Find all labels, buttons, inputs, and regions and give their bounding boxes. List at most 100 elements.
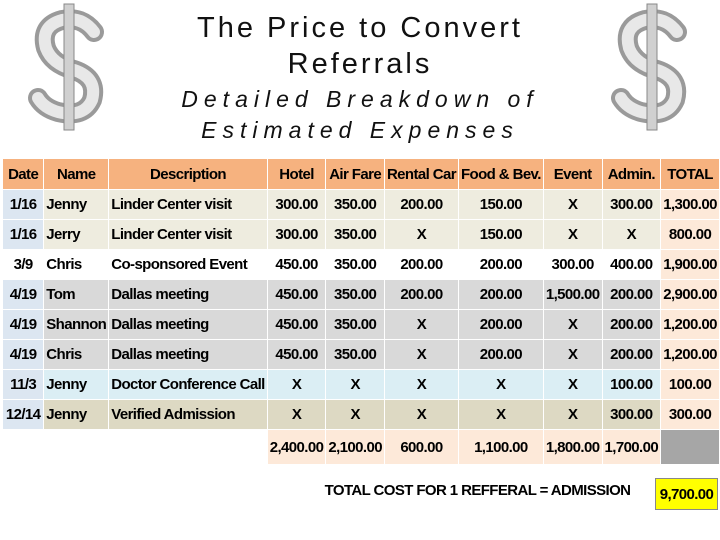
table-cell: 450.00: [266, 249, 327, 280]
header-cell: Admin.: [601, 158, 662, 190]
table-cell: Dallas meeting: [108, 339, 268, 370]
table-cell: 300.00: [542, 249, 603, 280]
table-cell: Chris: [43, 249, 110, 280]
column-total: 1,100.00: [457, 429, 544, 465]
table-cell: 300.00: [601, 399, 662, 430]
table-cell: X: [457, 369, 544, 400]
dollar-icon: [611, 3, 687, 131]
data-row: 1/16 Jerry Linder Center visit 300.00 350.00…: [1, 219, 720, 250]
header-cell: Date: [1, 158, 45, 190]
table-cell: 200.00: [457, 249, 544, 280]
table-cell: X: [601, 219, 662, 250]
table-cell: 200.00: [383, 249, 459, 280]
column-total: 1,700.00: [601, 429, 662, 465]
column-total: 2,400.00: [266, 429, 327, 465]
table-cell: 800.00: [660, 219, 720, 250]
table-cell: Co-sponsored Event: [108, 249, 268, 280]
table-cell: X: [383, 339, 459, 370]
data-row: 1/16 Jenny Linder Center visit 300.00 350.00…: [1, 189, 720, 220]
table-cell: 1/16: [1, 189, 45, 220]
expense-table: Date Name Description Hotel Air Fare Rental C…: [1, 158, 720, 465]
table-cell: X: [266, 369, 327, 400]
table-cell: 300.00: [266, 219, 327, 250]
table-cell: 450.00: [266, 309, 327, 340]
table-cell: Verified Admission: [108, 399, 268, 430]
table-cell: 200.00: [457, 309, 544, 340]
table-cell: 200.00: [457, 279, 544, 310]
header-cell: Hotel: [266, 158, 327, 190]
table-cell: X: [383, 369, 459, 400]
table-cell: 350.00: [325, 279, 385, 310]
table-cell: Tom: [43, 279, 110, 310]
table-cell: X: [542, 219, 603, 250]
header-cell: TOTAL: [660, 158, 720, 190]
table-cell: 4/19: [1, 279, 45, 310]
table-cell: Dallas meeting: [108, 309, 268, 340]
table-cell: Shannon: [43, 309, 110, 340]
table-cell: 200.00: [601, 339, 662, 370]
table-cell: 100.00: [660, 369, 720, 400]
table-cell: Jenny: [43, 369, 110, 400]
table-cell: 350.00: [325, 219, 385, 250]
grand-total: 9,700.00: [655, 478, 718, 510]
table-cell: 200.00: [601, 309, 662, 340]
subtitle: Detailed Breakdown of Estimated Expenses: [181, 86, 539, 143]
table-cell: Jenny: [43, 189, 110, 220]
header-row: Date Name Description Hotel Air Fare Rental C…: [1, 158, 720, 190]
table-cell: 1,200.00: [660, 339, 720, 370]
table-cell: 350.00: [325, 189, 385, 220]
table-cell: 4/19: [1, 309, 45, 340]
title: The Price to Convert Referrals: [197, 12, 523, 80]
header-cell: Event: [542, 158, 603, 190]
table-cell: X: [457, 399, 544, 430]
table-cell: 200.00: [457, 339, 544, 370]
table-cell: Doctor Conference Call: [108, 369, 268, 400]
table-cell: 450.00: [266, 339, 327, 370]
table-cell: 350.00: [325, 309, 385, 340]
data-row: 11/3 Jenny Doctor Conference Call X X X X X 100.…: [1, 369, 720, 400]
table-cell: 350.00: [325, 339, 385, 370]
table-cell: Linder Center visit: [108, 189, 268, 220]
table-cell: X: [542, 189, 603, 220]
table-cell: 4/19: [1, 339, 45, 370]
dollar-icon: [28, 3, 104, 131]
table-cell: X: [383, 219, 459, 250]
table-cell: 150.00: [457, 189, 544, 220]
table-cell: Jenny: [43, 399, 110, 430]
column-total: 600.00: [383, 429, 459, 465]
table-cell: X: [383, 309, 459, 340]
table-cell: X: [542, 339, 603, 370]
header-cell: Air Fare: [325, 158, 385, 190]
table-cell: 300.00: [660, 399, 720, 430]
table-cell: 1,900.00: [660, 249, 720, 280]
table-cell: 1,500.00: [542, 279, 603, 310]
grand-total-label: TOTAL COST FOR 1 REFFERAL = ADMISSION: [324, 482, 631, 499]
empty-cell: [43, 429, 110, 465]
table-cell: 300.00: [266, 189, 327, 220]
table-cell: Chris: [43, 339, 110, 370]
header-cell: Description: [108, 158, 268, 190]
table-cell: 200.00: [601, 279, 662, 310]
table-cell: Jerry: [43, 219, 110, 250]
table-cell: X: [383, 399, 459, 430]
table-cell: 1,300.00: [660, 189, 720, 220]
table-cell: X: [325, 399, 385, 430]
table-cell: 150.00: [457, 219, 544, 250]
table-cell: X: [542, 399, 603, 430]
table-cell: Dallas meeting: [108, 279, 268, 310]
table-cell: 400.00: [601, 249, 662, 280]
data-row: 4/19 Tom Dallas meeting 450.00 350.00 200.00 2…: [1, 279, 720, 310]
table-cell: 1/16: [1, 219, 45, 250]
table-cell: 300.00: [601, 189, 662, 220]
table-cell: 350.00: [325, 249, 385, 280]
header-cell: Food & Bev.: [457, 158, 544, 190]
table-cell: 200.00: [383, 279, 459, 310]
table-cell: 11/3: [1, 369, 45, 400]
table-cell: Linder Center visit: [108, 219, 268, 250]
table-cell: 1,200.00: [660, 309, 720, 340]
column-total: 1,800.00: [542, 429, 603, 465]
data-row: 4/19 Chris Dallas meeting 450.00 350.00 X 200.…: [1, 339, 720, 370]
data-row: 4/19 Shannon Dallas meeting 450.00 350.00 X 20…: [1, 309, 720, 340]
table-cell: 450.00: [266, 279, 327, 310]
header-cell: Name: [43, 158, 110, 190]
